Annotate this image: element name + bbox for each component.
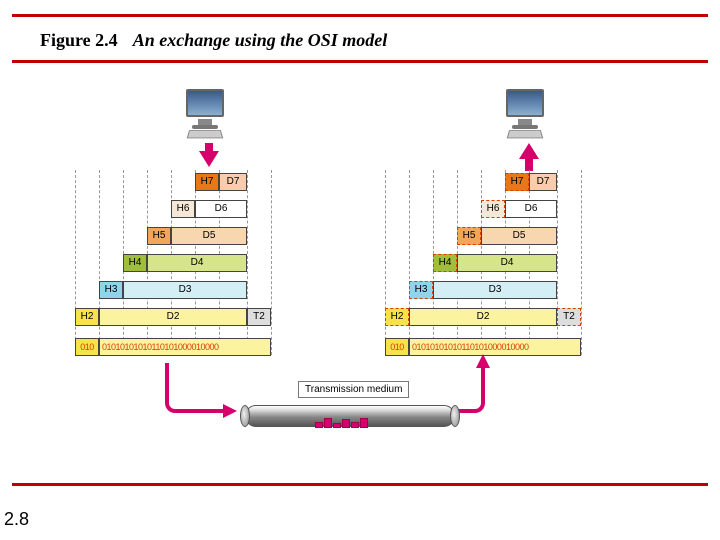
top-rule (12, 14, 708, 17)
layer-row-7: H7D7 (195, 173, 247, 191)
data-2: D2 (409, 308, 557, 326)
data-6: D6 (195, 200, 247, 218)
data-3: D3 (433, 281, 557, 299)
guide-line (557, 170, 558, 355)
trailer-2: T2 (247, 308, 271, 326)
layer-row-2: H2D2T2 (75, 308, 271, 326)
receiver-up-arrow-icon (519, 143, 539, 159)
data-1: 01010101010110101000010000 (409, 338, 581, 356)
page-number: 2.8 (4, 509, 29, 530)
guide-line (385, 170, 386, 355)
data-4: D4 (457, 254, 557, 272)
header-3: H3 (409, 281, 433, 299)
header-2: H2 (385, 308, 409, 326)
header-5: H5 (457, 227, 481, 245)
header-3: H3 (99, 281, 123, 299)
data-1: 01010101010110101000010000 (99, 338, 271, 356)
osi-exchange-diagram: H7D7H6D6H5D5H4D4H3D3H2D2T201001010101010… (75, 85, 655, 475)
guide-line (75, 170, 76, 355)
header-6: H6 (481, 200, 505, 218)
receiver-computer-icon (495, 89, 555, 139)
data-2: D2 (99, 308, 247, 326)
signal-icon (315, 410, 369, 420)
data-5: D5 (171, 227, 247, 245)
layer-row-1: 01001010101010110101000010000 (75, 338, 271, 356)
layer-row-5: H5D5 (457, 227, 557, 245)
data-7: D7 (529, 173, 557, 191)
figure-title-row: Figure 2.4 An exchange using the OSI mod… (40, 30, 387, 51)
data-6: D6 (505, 200, 557, 218)
transmission-medium-label: Transmission medium (298, 381, 409, 398)
pipe-right-cap (450, 405, 460, 427)
header-7: H7 (505, 173, 529, 191)
trailer-2: T2 (557, 308, 581, 326)
sender-to-medium-elbow (165, 363, 225, 413)
data-7: D7 (219, 173, 247, 191)
layer-row-2: H2D2T2 (385, 308, 581, 326)
layer-row-3: H3D3 (99, 281, 247, 299)
guide-line (99, 170, 100, 355)
bottom-rule (12, 483, 708, 486)
sender-down-arrow-icon (199, 151, 219, 167)
pipe-left-cap (240, 405, 250, 427)
header-4: H4 (433, 254, 457, 272)
data-5: D5 (481, 227, 557, 245)
title-underline (12, 60, 708, 63)
figure-title: An exchange using the OSI model (133, 30, 388, 50)
figure-label: Figure 2.4 (40, 30, 118, 50)
layer-row-3: H3D3 (409, 281, 557, 299)
header-2: H2 (75, 308, 99, 326)
sender-computer-icon (175, 89, 235, 139)
layer-row-4: H4D4 (433, 254, 557, 272)
sender-to-medium-arrowhead-icon (223, 404, 237, 418)
layer-row-6: H6D6 (481, 200, 557, 218)
layer-row-7: H7D7 (505, 173, 557, 191)
header-6: H6 (171, 200, 195, 218)
data-4: D4 (147, 254, 247, 272)
header-5: H5 (147, 227, 171, 245)
layer-row-4: H4D4 (123, 254, 247, 272)
guide-line (271, 170, 272, 355)
layer-row-6: H6D6 (171, 200, 247, 218)
layer-row-5: H5D5 (147, 227, 247, 245)
header-1: 010 (75, 338, 99, 356)
header-4: H4 (123, 254, 147, 272)
guide-line (581, 170, 582, 355)
guide-line (247, 170, 248, 355)
header-1: 010 (385, 338, 409, 356)
header-7: H7 (195, 173, 219, 191)
guide-line (409, 170, 410, 355)
data-3: D3 (123, 281, 247, 299)
medium-to-receiver-arrowhead-icon (476, 354, 490, 368)
